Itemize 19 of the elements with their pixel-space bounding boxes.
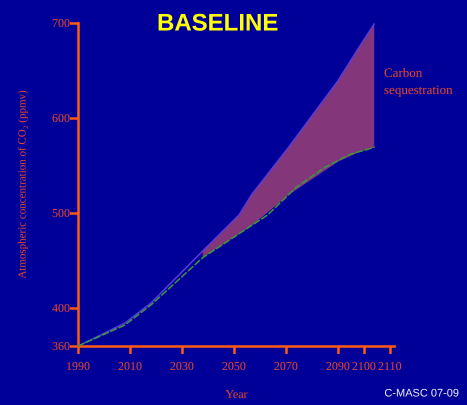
x-tick-label: 2070 (274, 359, 298, 373)
x-tick-label: 2110 (378, 359, 402, 373)
x-tick-label: 2050 (222, 359, 246, 373)
x-axis-title: Year (225, 387, 248, 401)
y-tick-label: 400 (52, 301, 70, 315)
chart-title: BASELINE (157, 10, 278, 36)
y-tick-label: 600 (52, 111, 70, 125)
y-tick-label: 500 (52, 206, 70, 220)
x-tick-label: 2030 (170, 359, 194, 373)
annotation: Carbon sequestration (384, 65, 454, 97)
line-series (77, 146, 375, 347)
y-axis-title: Atmospheric concentration of CO₂ (ppmv) (16, 90, 28, 279)
x-tick-label: 2100 (352, 359, 376, 373)
x-tick-label: 2010 (118, 359, 142, 373)
y-tick-label: 700 (52, 16, 70, 30)
x-tick-label: 2090 (326, 359, 350, 373)
text: C-MASC 07-09 (384, 388, 459, 400)
y-tick-label: 360 (52, 339, 70, 353)
x-tick-label: 1990 (66, 359, 90, 373)
